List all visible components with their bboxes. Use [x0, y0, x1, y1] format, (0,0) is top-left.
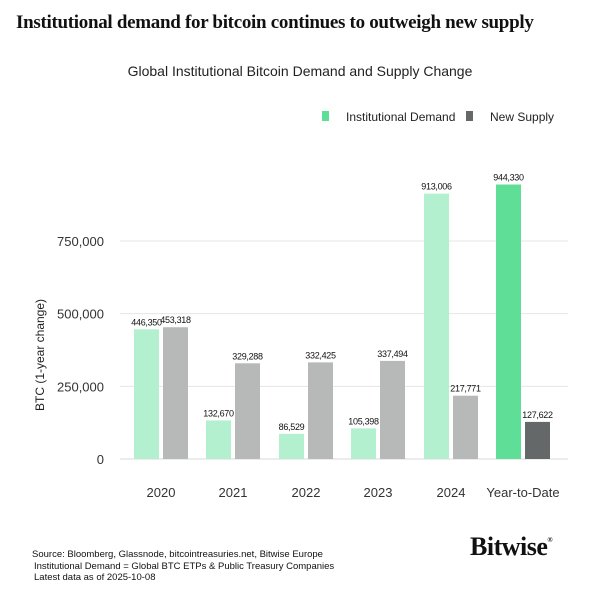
supply-bar-2022 — [308, 362, 333, 459]
data-label: 329,288 — [232, 351, 263, 361]
chart-footer: Source: Bloomberg, Glassnode, bitcointre… — [32, 549, 334, 584]
y-tick-label: 0 — [97, 452, 104, 467]
page-title: Institutional demand for bitcoin continu… — [16, 12, 534, 33]
legend-label: New Supply — [490, 110, 554, 124]
y-tick-label: 750,000 — [57, 234, 104, 249]
data-label: 86,529 — [279, 422, 305, 432]
demand-bar-2020 — [134, 329, 159, 459]
data-label: 217,771 — [450, 384, 481, 394]
x-tick-label: 2024 — [437, 485, 466, 500]
data-label: 446,350 — [131, 317, 162, 327]
bar-chart: 0 250,000 500,000 750,000 BTC (1-year change… — [33, 110, 568, 500]
supply-bar-2021 — [235, 363, 260, 459]
x-tick-label: 2020 — [147, 485, 176, 500]
data-label: 132,670 — [203, 408, 234, 418]
data-label: 105,398 — [348, 416, 379, 426]
y-axis-label: BTC (1-year change) — [33, 299, 47, 411]
x-tick-label: 2023 — [364, 485, 393, 500]
legend-swatch-supply — [466, 111, 473, 121]
data-label: 332,425 — [305, 350, 336, 360]
legend-label: Institutional Demand — [346, 110, 455, 124]
definition-note: Institutional Demand = Global BTC ETPs &… — [34, 560, 335, 572]
demand-bar-2024 — [424, 193, 449, 460]
legend-swatch-demand — [322, 111, 329, 121]
data-label: 913,006 — [421, 182, 452, 192]
x-tick-label: Year-to-Date — [486, 485, 559, 500]
data-label: 337,494 — [377, 349, 408, 359]
supply-bar-2024 — [453, 395, 478, 459]
data-label: 453,318 — [160, 315, 191, 325]
data-label: 127,622 — [522, 410, 553, 420]
bitwise-logo: Bitwise® — [470, 532, 553, 561]
supply-bar-2023 — [380, 360, 405, 459]
demand-bar-2021 — [206, 420, 231, 459]
demand-bar-2022 — [279, 433, 304, 459]
demand-bar-year-to-date — [496, 184, 521, 459]
chart-title: Global Institutional Bitcoin Demand and … — [127, 63, 473, 79]
x-tick-label: 2022 — [292, 485, 321, 500]
data-label: 944,330 — [493, 173, 524, 183]
x-tick-label: 2021 — [219, 485, 248, 500]
demand-bar-2023 — [351, 428, 376, 459]
source-note: Source: Bloomberg, Glassnode, bitcointre… — [32, 549, 323, 560]
supply-bar-year-to-date — [525, 421, 550, 459]
y-tick-label: 250,000 — [57, 379, 104, 394]
y-tick-label: 500,000 — [57, 307, 104, 322]
data-date-note: Latest data as of 2025-10-08 — [34, 572, 156, 583]
supply-bar-2020 — [163, 327, 188, 459]
